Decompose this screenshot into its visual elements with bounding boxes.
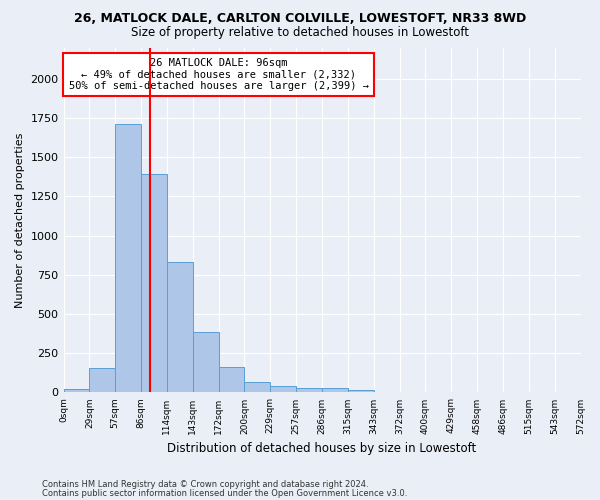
Bar [322,388,348,392]
Text: 26, MATLOCK DALE, CARLTON COLVILLE, LOWESTOFT, NR33 8WD: 26, MATLOCK DALE, CARLTON COLVILLE, LOWE… [74,12,526,26]
Text: Contains HM Land Registry data © Crown copyright and database right 2024.: Contains HM Land Registry data © Crown c… [42,480,368,489]
Bar [271,386,296,392]
Bar [89,368,115,392]
Bar [193,332,218,392]
Bar [115,124,141,392]
Bar [244,382,271,392]
Bar [141,174,167,392]
Text: 26 MATLOCK DALE: 96sqm
← 49% of detached houses are smaller (2,332)
50% of semi-: 26 MATLOCK DALE: 96sqm ← 49% of detached… [68,58,368,91]
Bar [348,390,374,392]
Bar [296,388,322,392]
Bar [218,366,244,392]
Text: Size of property relative to detached houses in Lowestoft: Size of property relative to detached ho… [131,26,469,39]
Bar [167,262,193,392]
Y-axis label: Number of detached properties: Number of detached properties [15,132,25,308]
X-axis label: Distribution of detached houses by size in Lowestoft: Distribution of detached houses by size … [167,442,476,455]
Bar [64,390,89,392]
Text: Contains public sector information licensed under the Open Government Licence v3: Contains public sector information licen… [42,488,407,498]
